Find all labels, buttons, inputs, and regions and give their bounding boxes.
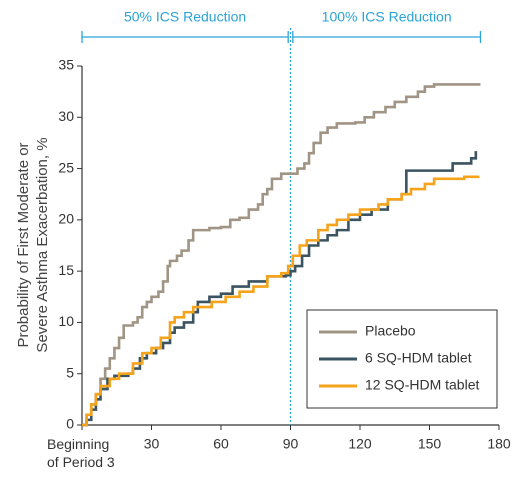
series-line — [82, 175, 480, 427]
annotation: 50% ICS Reduction — [124, 9, 246, 25]
x-tick-label: 120 — [348, 436, 372, 452]
x-tick-label: 60 — [213, 436, 229, 452]
y-tick-label: 15 — [58, 262, 74, 278]
x-tick-label: 90 — [283, 436, 299, 452]
x-tick-label: 30 — [144, 436, 160, 452]
y-tick-label: 25 — [58, 159, 74, 175]
series-line — [82, 83, 481, 427]
x-tick-label: 180 — [487, 436, 511, 452]
y-axis-label: Severe Asthma Exacerbation, % — [34, 137, 51, 352]
legend-label: Placebo — [365, 323, 416, 339]
y-tick-label: 35 — [58, 57, 74, 73]
y-tick-label: 0 — [66, 416, 74, 432]
annotation: 100% ICS Reduction — [322, 9, 452, 25]
y-tick-label: 5 — [66, 364, 74, 380]
legend-label: 6 SQ-HDM tablet — [365, 350, 472, 366]
x-tick-label-line: of Period 3 — [47, 454, 115, 470]
y-tick-label: 20 — [58, 211, 74, 227]
y-tick-label: 10 — [58, 313, 74, 329]
legend-label: 12 SQ-HDM tablet — [365, 377, 479, 393]
x-tick-label-line: Beginning — [47, 436, 109, 452]
x-tick-label: Beginning of Period 3 — [47, 436, 115, 470]
y-tick-label: 30 — [58, 108, 74, 124]
y-axis-label: Probability of First Moderate or — [15, 142, 32, 347]
x-tick-label: 150 — [418, 436, 442, 452]
